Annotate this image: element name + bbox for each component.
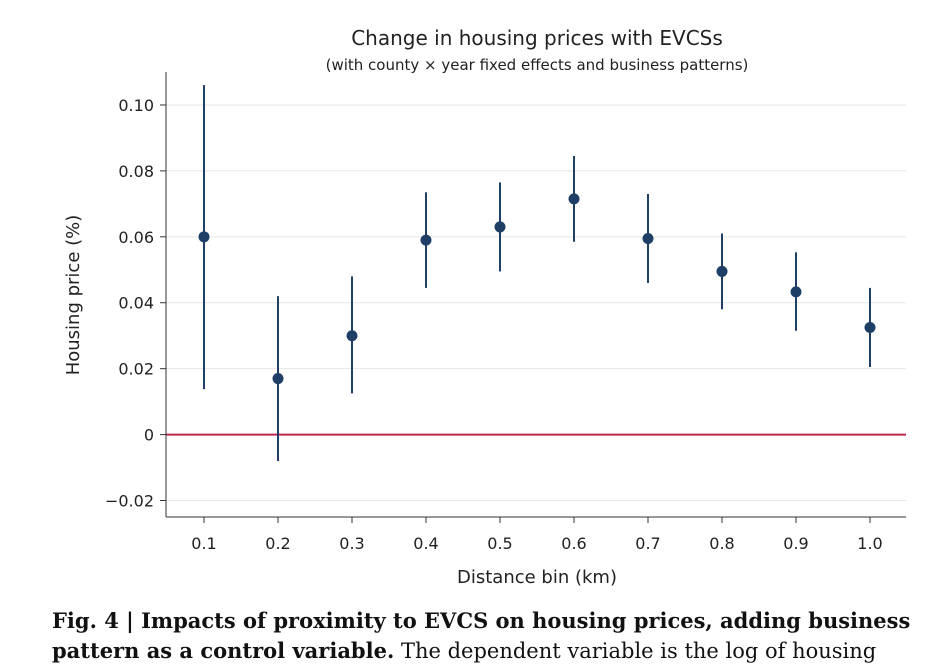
figure-caption: Fig. 4 | Impacts of proximity to EVCS on… [52,606,912,666]
data-point [198,231,210,243]
x-tick-label: 0.7 [635,534,660,553]
data-point [346,330,358,342]
x-tick-label: 0.4 [413,534,438,553]
y-tick-label: 0.08 [118,162,154,181]
data-point [494,221,506,233]
caption-text: The dependent variable is the log of hou… [400,639,877,663]
x-tick-label: 0.9 [783,534,808,553]
y-tick-label: 0 [144,426,154,445]
y-tick-label: 0.02 [118,360,154,379]
y-tick-label: 0.06 [118,228,154,247]
x-tick-label: 0.3 [339,534,364,553]
y-tick-label: 0.10 [118,96,154,115]
y-axis-label: Housing price (%) [63,215,84,376]
axes [165,72,906,518]
data-marks [198,85,876,461]
data-point [420,234,432,246]
caption-bold: Fig. 4 | Impacts of proximity to EVCS on… [52,608,911,663]
y-tick-label: 0.04 [118,294,154,313]
x-tick-label: 1.0 [857,534,882,553]
data-point [864,321,876,333]
x-tick-label: 0.1 [191,534,216,553]
y-tick-label: −0.02 [105,492,154,511]
x-axis-label: Distance bin (km) [457,567,617,588]
x-tick-label: 0.2 [265,534,290,553]
x-ticks: 0.1 0.2 0.3 0.4 0.5 0.6 0.7 0.8 0.9 1.0 [191,517,883,553]
x-tick-label: 0.8 [709,534,734,553]
chart: Change in housing prices with EVCSs (wit… [63,26,906,588]
data-point [272,373,284,385]
x-tick-label: 0.6 [561,534,586,553]
data-point [568,193,580,205]
x-tick-label: 0.5 [487,534,512,553]
grid [166,104,906,502]
data-point [716,265,728,277]
chart-subtitle: (with county × year fixed effects and bu… [326,56,749,74]
y-ticks: −0.02 0 0.02 0.04 0.06 0.08 0.10 [105,96,166,511]
data-point [642,232,654,244]
chart-title: Change in housing prices with EVCSs [351,26,723,50]
data-point [790,286,802,298]
